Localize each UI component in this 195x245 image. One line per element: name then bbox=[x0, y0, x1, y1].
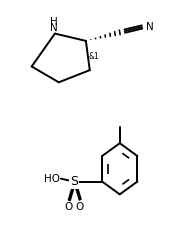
Text: H: H bbox=[50, 17, 58, 27]
Text: &1: &1 bbox=[89, 52, 99, 61]
Text: S: S bbox=[70, 175, 78, 188]
Text: N: N bbox=[145, 22, 153, 32]
Text: O: O bbox=[75, 202, 84, 212]
Text: HO: HO bbox=[44, 174, 60, 184]
Text: N: N bbox=[50, 23, 58, 33]
Text: O: O bbox=[65, 202, 73, 212]
